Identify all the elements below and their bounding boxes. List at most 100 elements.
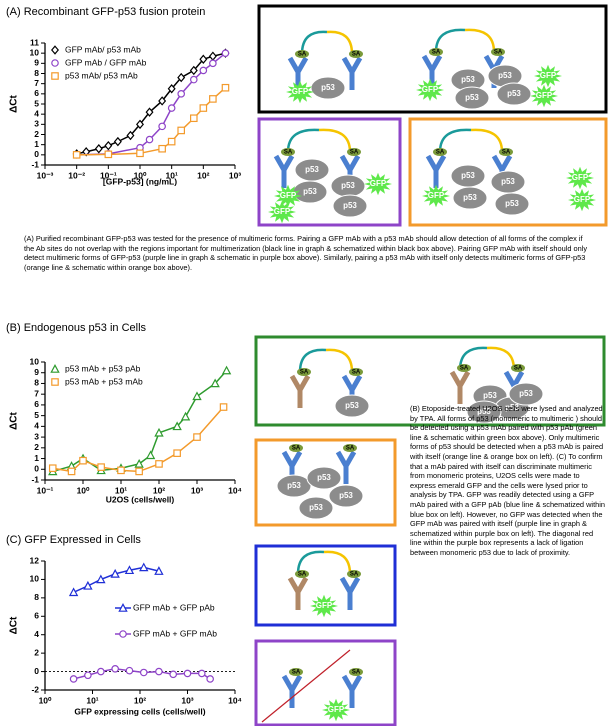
x-tick-label: 10⁰ [39,695,52,705]
page: (A) Recombinant GFP-p53 fusion protein -1… [0,0,613,726]
y-tick-label: 11 [30,37,39,47]
y-tick-label: -1 [31,474,39,484]
marker [115,138,121,146]
chart-title: (A) Recombinant GFP-p53 fusion protein [6,6,205,18]
caption-bc: (B) Etoposide-treated U2OS cells were ly… [410,404,606,726]
x-tick-label: 10⁻² [68,170,85,180]
antibody [284,676,300,708]
marker [96,145,102,153]
marker [118,467,124,473]
legend-marker [52,379,58,385]
marker [105,142,111,150]
y-tick-label: 7 [34,78,39,88]
schematic-label: SA [292,670,301,676]
y-tick-label: 8 [34,378,39,388]
y-tick-label: 6 [34,88,39,98]
marker [200,67,206,73]
legend-marker [52,60,58,66]
antibody [344,676,360,708]
marker [147,452,154,459]
marker [159,123,165,129]
x-axis-label: GFP expressing cells (cells/well) [74,706,205,716]
y-tick-label: 6 [34,611,39,621]
y-tick-label: 4 [34,421,39,431]
y-tick-label: 9 [34,58,39,68]
schematic-label: GFP [540,71,557,80]
legend-label: p53 mAb/ p53 mAb [65,70,138,80]
x-tick-label: 10⁴ [228,485,242,495]
schematic-label: SA [502,150,511,156]
marker [200,105,206,111]
schematic-label: SA [350,150,359,156]
y-tick-label: 4 [34,629,39,639]
x-tick-label: 10³ [229,170,241,180]
schematic-label: SA [352,370,361,376]
y-tick-label: 1 [34,453,39,463]
antibody [276,156,292,188]
schematic-label: p53 [339,491,353,500]
x-tick-label: 10³ [191,485,203,495]
marker [178,91,184,97]
schematic-label: GFP [292,87,309,96]
schematic-label: SA [494,50,503,56]
linker [440,130,471,152]
antibody [292,376,308,408]
schematic-label: p53 [341,181,355,190]
schematic-label: GFP [328,705,345,714]
schematic-label: p53 [463,193,477,202]
marker [199,670,205,676]
marker [220,404,226,410]
schematic-label: SA [346,446,355,452]
y-tick-label: 2 [34,647,39,657]
y-tick-label: 12 [30,555,40,565]
marker [156,461,162,467]
schematic-label: GFP [572,173,589,182]
schematic-label: p53 [505,199,519,208]
linker [319,130,350,152]
schematic-label: SA [460,366,469,372]
y-tick-label: -1 [31,159,39,169]
marker [80,457,86,463]
marker [222,50,228,56]
marker [98,668,104,674]
schematic-label: GFP [428,191,445,200]
marker [156,668,162,674]
marker [73,152,79,158]
schematic-label: GFP [370,179,387,188]
y-tick-label: 2 [34,129,39,139]
x-axis-label: [GFP-p53] (ng/mL) [103,176,177,186]
schematic-label: GFP [316,601,333,610]
legend-marker [52,46,58,54]
marker [84,582,91,589]
y-tick-label: 8 [34,592,39,602]
schematic-label: p53 [483,391,497,400]
schematic-label: SA [432,50,441,56]
y-tick-label: -2 [31,684,39,694]
marker [210,96,216,102]
y-tick-label: 0 [34,464,39,474]
marker [223,367,230,374]
schematic-label: p53 [287,481,301,490]
x-tick-label: 10² [197,170,209,180]
schematic-label: p53 [345,401,359,410]
marker [170,671,176,677]
marker [105,151,111,157]
y-axis-label: ΔCt [9,94,20,112]
schematic-label: p53 [501,177,515,186]
y-tick-label: 9 [34,367,39,377]
schematic-label: SA [300,370,309,376]
x-tick-label: 10⁻¹ [37,485,54,495]
marker [98,464,104,470]
schematic-label: GFP [280,191,297,200]
marker [112,666,118,672]
x-axis-label: U2OS (cells/well) [106,494,175,504]
y-tick-label: 3 [34,119,39,129]
y-tick-label: 8 [34,68,39,78]
schematic-label: SA [284,150,293,156]
marker [210,52,216,60]
y-tick-label: 10 [30,574,40,584]
legend-label: GFP mAb / GFP mAb [65,57,147,67]
schematic-label: SA [514,366,523,372]
marker [191,115,197,121]
y-tick-label: 10 [30,47,40,57]
